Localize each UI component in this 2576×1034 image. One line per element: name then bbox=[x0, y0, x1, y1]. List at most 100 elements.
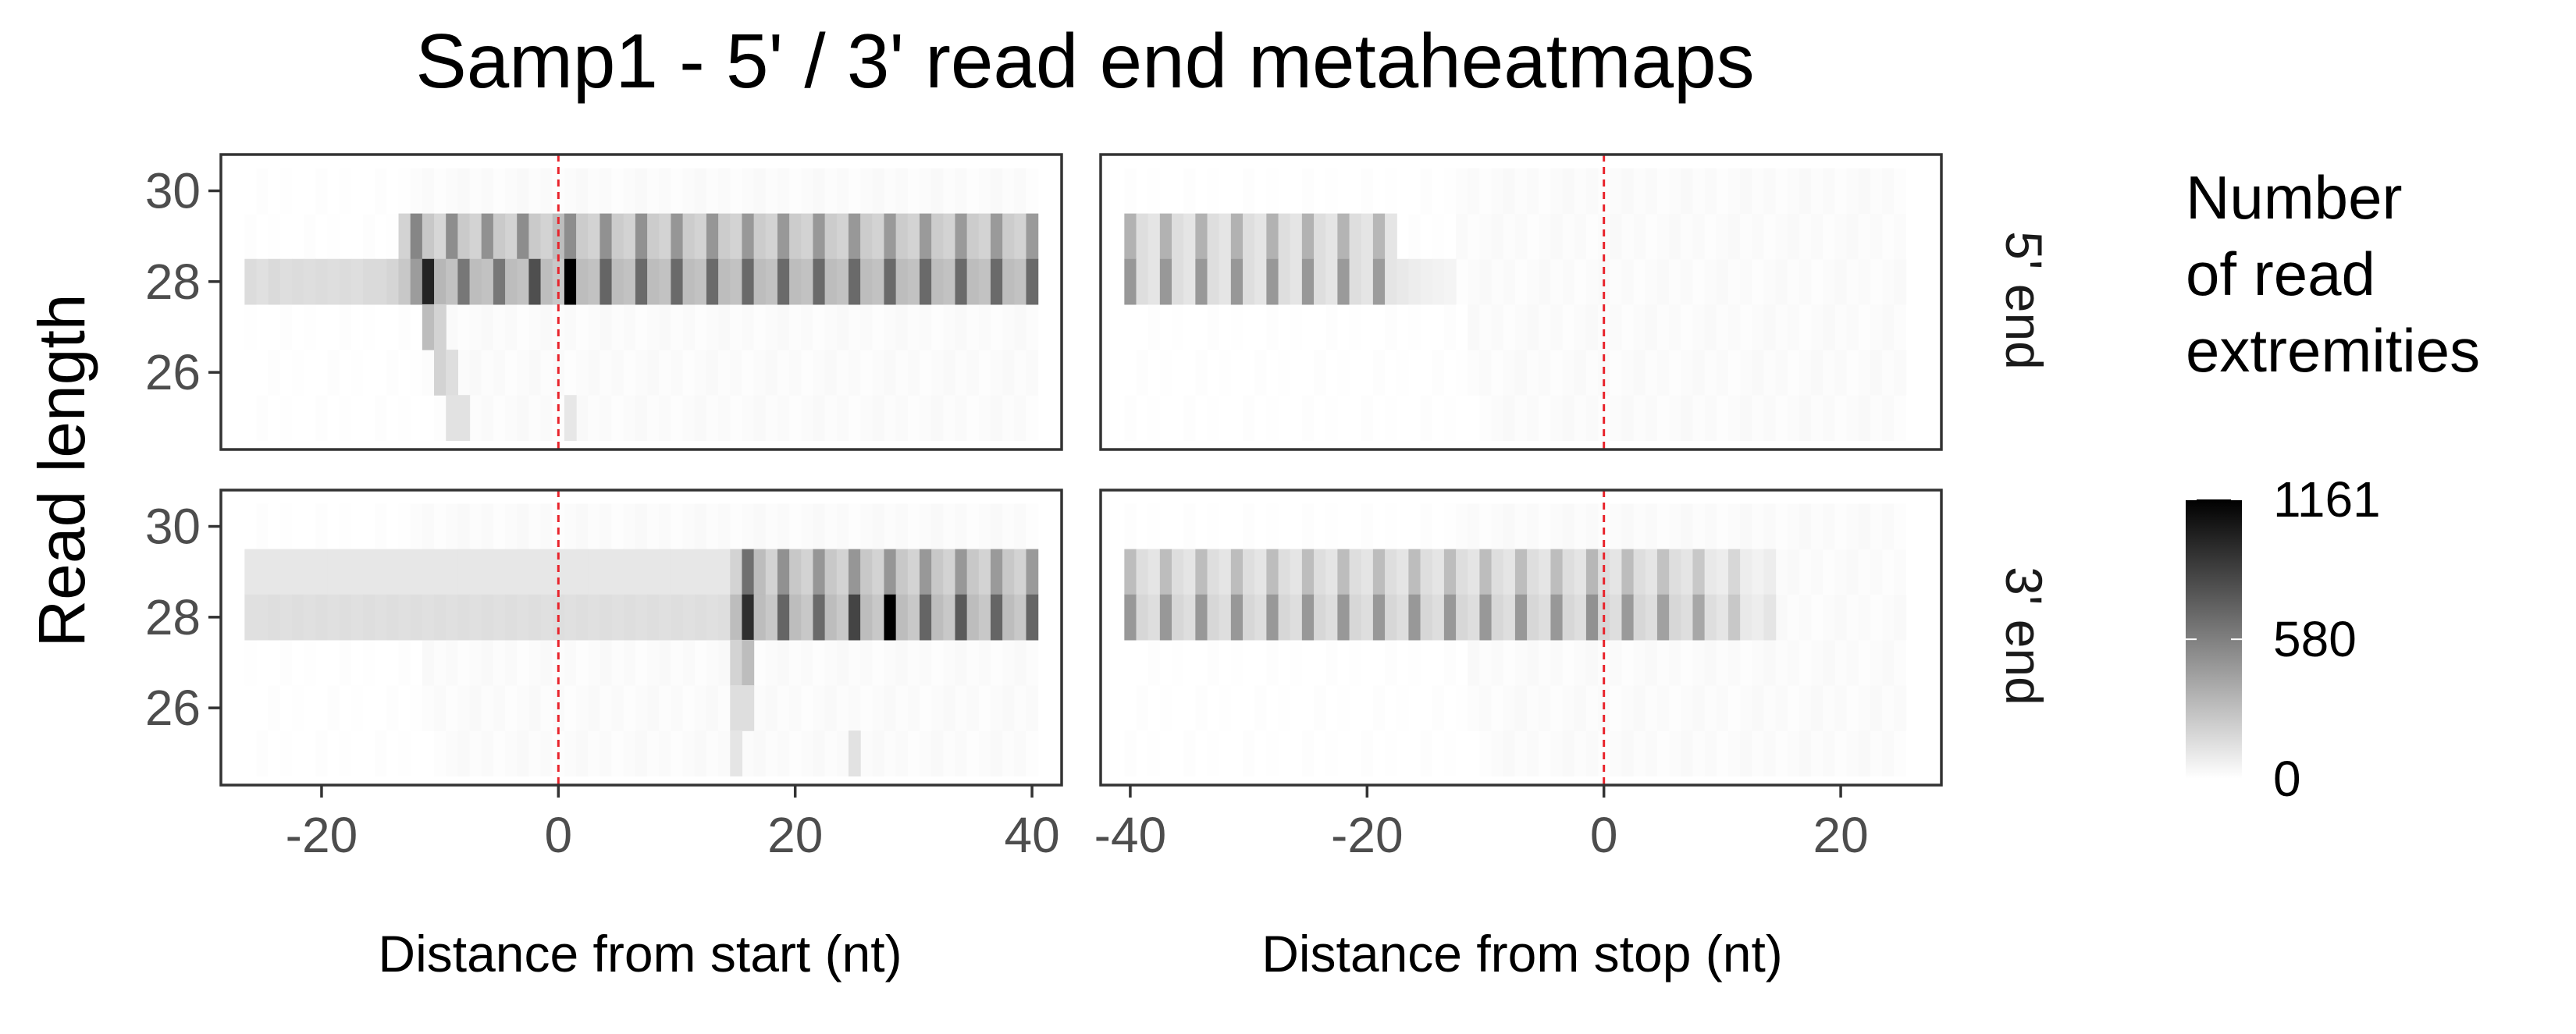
heatmap-cell-background bbox=[505, 350, 518, 396]
heatmap-cell-background bbox=[292, 685, 304, 731]
heatmap-cell-background bbox=[1195, 503, 1208, 550]
heatmap-cell-background bbox=[1574, 730, 1587, 776]
heatmap-cell-background bbox=[528, 639, 542, 686]
heatmap-cell-background bbox=[422, 168, 435, 215]
heatmap-cell-background bbox=[1681, 639, 1694, 686]
heatmap-cell bbox=[1692, 549, 1706, 595]
heatmap-cell-background bbox=[1858, 730, 1871, 776]
heatmap-cell-background bbox=[1610, 685, 1623, 731]
heatmap-cell-background bbox=[256, 503, 269, 550]
heatmap-cell-background bbox=[1195, 730, 1208, 776]
heatmap-cell bbox=[398, 213, 411, 260]
heatmap-cell-background bbox=[600, 639, 613, 686]
heatmap-cell-background bbox=[1811, 549, 1823, 595]
heatmap-cell-background bbox=[611, 685, 624, 731]
legend-title-line-3: extremities bbox=[2186, 316, 2480, 385]
heatmap-cell-background bbox=[1716, 304, 1729, 350]
heatmap-cell bbox=[481, 549, 494, 595]
heatmap-cell-background bbox=[1491, 258, 1504, 305]
heatmap-cell-background bbox=[824, 639, 838, 686]
heatmap-cell-background bbox=[1195, 685, 1208, 731]
heatmap-cell bbox=[493, 594, 506, 641]
heatmap-cell-background bbox=[943, 639, 956, 686]
heatmap-cell-background bbox=[600, 168, 613, 215]
heatmap-cell-background bbox=[1361, 395, 1374, 441]
heatmap-cell-background bbox=[446, 503, 458, 550]
heatmap-cell bbox=[730, 730, 743, 776]
heatmap-cell-background bbox=[860, 395, 873, 441]
heatmap-cell-background bbox=[517, 639, 529, 686]
heatmap-cell-background bbox=[1456, 304, 1468, 350]
heatmap-cell-background bbox=[1834, 730, 1848, 776]
heatmap-cell-background bbox=[1301, 685, 1315, 731]
heatmap-cell bbox=[919, 549, 932, 595]
heatmap-cell-background bbox=[1656, 685, 1670, 731]
heatmap-cell-background bbox=[931, 350, 944, 396]
heatmap-cell bbox=[339, 594, 352, 641]
heatmap-cell-background bbox=[304, 730, 316, 776]
heatmap-cell bbox=[848, 258, 861, 305]
heatmap-cell bbox=[576, 213, 589, 260]
heatmap-cell-background bbox=[1443, 304, 1457, 350]
heatmap-cell-background bbox=[682, 730, 696, 776]
strip-3prime-end: 3' end bbox=[1995, 567, 2053, 705]
heatmap-cell bbox=[469, 258, 482, 305]
heatmap-cell-background bbox=[327, 639, 340, 686]
heatmap-cell-background bbox=[481, 395, 494, 441]
heatmap-cell-background bbox=[1787, 258, 1800, 305]
heatmap-cell-background bbox=[1621, 730, 1635, 776]
heatmap-cell-background bbox=[836, 685, 849, 731]
heatmap-cell-background bbox=[1752, 304, 1765, 350]
heatmap-cell-background bbox=[694, 503, 707, 550]
heatmap-cell-background bbox=[1550, 395, 1564, 441]
heatmap-cell-background bbox=[410, 395, 423, 441]
heatmap-cell-background bbox=[256, 395, 269, 441]
heatmap-cell-background bbox=[1408, 350, 1421, 396]
heatmap-cell-background bbox=[1692, 258, 1706, 305]
heatmap-cell-background bbox=[1266, 304, 1279, 350]
heatmap-cell-background bbox=[1397, 503, 1409, 550]
heatmap-cell-background bbox=[1026, 350, 1039, 396]
heatmap-cell-background bbox=[1858, 213, 1871, 260]
heatmap-cell bbox=[872, 549, 885, 595]
heatmap-cell bbox=[895, 594, 909, 641]
heatmap-cell-background bbox=[315, 639, 329, 686]
heatmap-cell bbox=[505, 594, 518, 641]
heatmap-cell bbox=[1562, 549, 1575, 595]
heatmap-cell-background bbox=[469, 395, 482, 441]
heatmap-cell-background bbox=[552, 639, 565, 686]
heatmap-cell-background bbox=[1716, 258, 1729, 305]
heatmap-cell-background bbox=[1585, 639, 1599, 686]
heatmap-cell-background bbox=[1585, 503, 1599, 550]
heatmap-cell-background bbox=[1397, 395, 1409, 441]
heatmap-cell bbox=[1397, 594, 1409, 641]
heatmap-cell bbox=[1301, 258, 1315, 305]
heatmap-cell-background bbox=[339, 639, 352, 686]
heatmap-cell bbox=[1230, 549, 1244, 595]
heatmap-cell-background bbox=[1183, 350, 1196, 396]
heatmap-cell-background bbox=[1230, 168, 1244, 215]
heatmap-cell-background bbox=[564, 503, 577, 550]
heatmap-cell-background bbox=[978, 350, 991, 396]
heatmap-cell-background bbox=[1539, 168, 1552, 215]
heatmap-cell bbox=[1527, 594, 1539, 641]
heatmap-cell bbox=[446, 258, 458, 305]
heatmap-cell-background bbox=[398, 350, 411, 396]
heatmap-cell-background bbox=[1811, 639, 1823, 686]
heatmap-cell-background bbox=[895, 395, 909, 441]
heatmap-cell-background bbox=[350, 730, 364, 776]
heatmap-cell-background bbox=[493, 639, 506, 686]
heatmap-cell-background bbox=[623, 730, 636, 776]
heatmap-cell-background bbox=[1527, 730, 1539, 776]
heatmap-cell-background bbox=[955, 395, 968, 441]
heatmap-cell bbox=[1763, 549, 1777, 595]
heatmap-cell bbox=[1479, 594, 1493, 641]
heatmap-cell-background bbox=[552, 503, 565, 550]
heatmap-cell-background bbox=[1870, 685, 1883, 731]
heatmap-cell-background bbox=[1882, 168, 1895, 215]
heatmap-cell-background bbox=[1278, 730, 1291, 776]
x-axis-label-start: Distance from start (nt) bbox=[378, 925, 902, 982]
heatmap-cell-background bbox=[1550, 639, 1564, 686]
heatmap-cell bbox=[824, 594, 838, 641]
heatmap-cell-background bbox=[1278, 304, 1291, 350]
